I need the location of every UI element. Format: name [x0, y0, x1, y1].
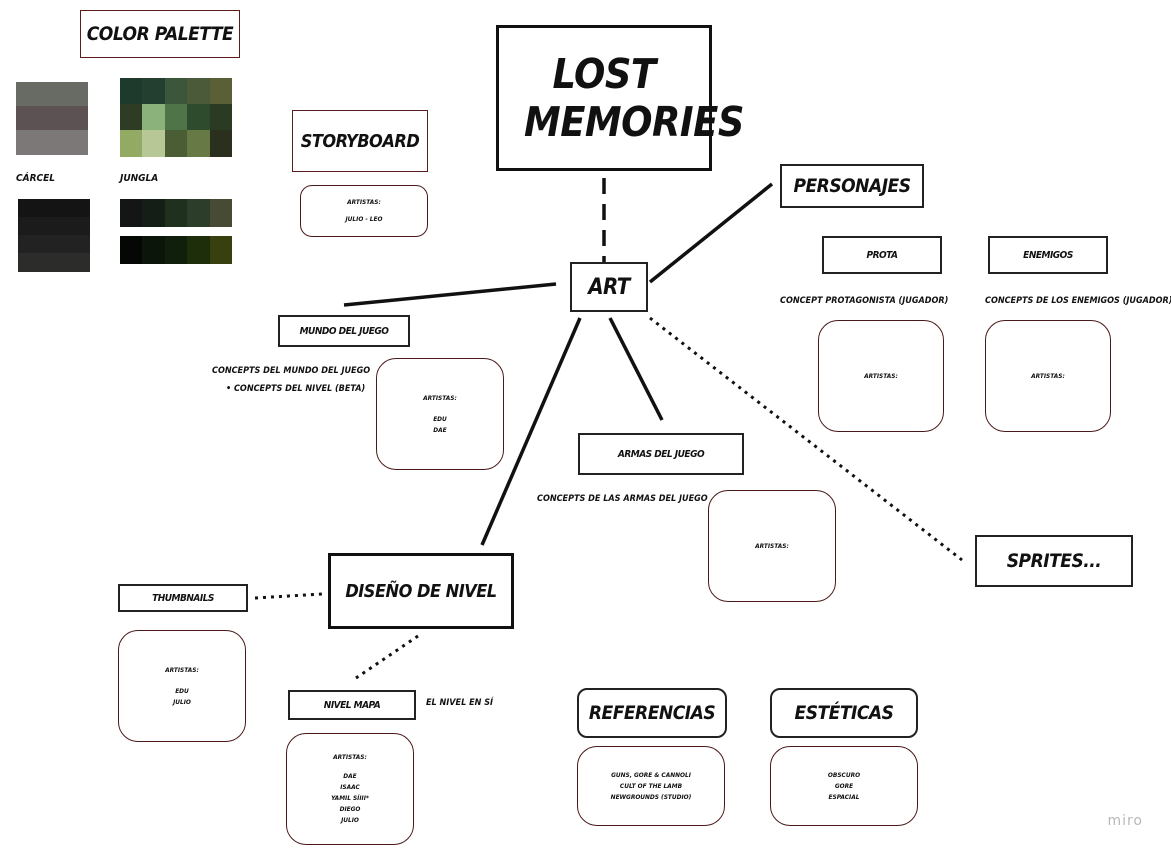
color-swatch — [164, 236, 188, 264]
color-swatch — [120, 130, 143, 157]
prota-artists-card[interactable]: ARTISTAS: — [818, 320, 944, 432]
storyboard-node[interactable]: STORYBOARD — [292, 110, 428, 172]
color-swatch — [18, 217, 90, 236]
color-swatch — [18, 253, 90, 272]
color-swatch — [120, 236, 143, 264]
color-swatch — [16, 82, 88, 107]
color-swatch — [142, 78, 166, 105]
color-swatch — [164, 78, 188, 105]
color-swatch — [209, 130, 233, 157]
sprites-node[interactable]: SPRITES... — [975, 535, 1133, 587]
nivel-mapa-artists-card[interactable]: ARTISTAS: DAE ISAAC YAMIL SÍIII* DIEGO J… — [286, 733, 414, 845]
enemigos-note: CONCEPTS DE LOS ENEMIGOS (JUGADOR) — [985, 296, 1171, 306]
color-swatch — [16, 130, 88, 155]
mundo-artists-card[interactable]: ARTISTAS: EDU DAE — [376, 358, 504, 470]
color-swatch — [187, 78, 211, 105]
color-swatch — [164, 199, 188, 227]
color-swatch — [187, 130, 211, 157]
color-swatch — [120, 78, 143, 105]
color-swatch — [18, 235, 90, 254]
personajes-node[interactable]: PERSONAJES — [780, 164, 924, 208]
color-swatch — [142, 236, 166, 264]
art-node[interactable]: ART — [570, 262, 648, 312]
artists-label: ARTISTAS: — [347, 198, 381, 206]
color-palette-title[interactable]: COLOR PALETTE — [80, 10, 240, 58]
nivel-mapa-note: EL NIVEL EN SÍ — [426, 698, 494, 708]
color-swatch — [142, 199, 166, 227]
carcel-label: CÁRCEL — [16, 173, 55, 184]
color-swatch — [142, 130, 166, 157]
color-swatch — [209, 104, 233, 131]
title-text: LOST MEMORIES — [524, 50, 744, 146]
esteticas-node[interactable]: ESTÉTICAS — [770, 688, 918, 738]
color-swatch — [120, 199, 143, 227]
color-swatch — [16, 106, 88, 131]
armas-note: CONCEPTS DE LAS ARMAS DEL JUEGO — [537, 494, 708, 504]
diseno-de-nivel-node[interactable]: DISEÑO DE NIVEL — [328, 553, 514, 629]
color-swatch — [18, 199, 90, 218]
enemigos-node[interactable]: ENEMIGOS — [988, 236, 1108, 274]
color-swatch — [209, 236, 233, 264]
thumbnails-node[interactable]: THUMBNAILS — [118, 584, 248, 612]
mundo-del-juego-node[interactable]: MUNDO DEL JUEGO — [278, 315, 410, 347]
color-swatch — [164, 130, 188, 157]
esteticas-card[interactable]: OBSCURO GORE ESPACIAL — [770, 746, 918, 826]
nivel-mapa-node[interactable]: NIVEL MAPA — [288, 690, 416, 720]
mundo-note-1: CONCEPTS DEL MUNDO DEL JUEGO — [212, 366, 371, 376]
artists-names: JULIO - LEO — [345, 215, 383, 223]
color-swatch — [209, 199, 233, 227]
jungla-label: JUNGLA — [120, 173, 159, 184]
referencias-node[interactable]: REFERENCIAS — [577, 688, 727, 738]
color-swatch — [142, 104, 166, 131]
color-swatch — [164, 104, 188, 131]
color-swatch — [187, 199, 211, 227]
prota-node[interactable]: PROTA — [822, 236, 942, 274]
color-swatch — [187, 236, 211, 264]
mundo-note-2: • CONCEPTS DEL NIVEL (BETA) — [226, 384, 366, 394]
armas-del-juego-node[interactable]: ARMAS DEL JUEGO — [578, 433, 744, 475]
armas-artists-card[interactable]: ARTISTAS: — [708, 490, 836, 602]
referencias-card[interactable]: GUNS, GORE & CANNOLI CULT OF THE LAMB NE… — [577, 746, 725, 826]
color-swatch — [187, 104, 211, 131]
enemigos-artists-card[interactable]: ARTISTAS: — [985, 320, 1111, 432]
color-swatch — [120, 104, 143, 131]
lost-memories-title[interactable]: LOST MEMORIES — [496, 25, 744, 171]
thumbnails-artists-card[interactable]: ARTISTAS: EDU JULIO — [118, 630, 246, 742]
storyboard-artists-card[interactable]: ARTISTAS: JULIO - LEO — [300, 185, 428, 237]
color-swatch — [209, 78, 233, 105]
miro-watermark: miro — [1107, 813, 1143, 829]
prota-note: CONCEPT PROTAGONISTA (JUGADOR) — [780, 296, 949, 306]
